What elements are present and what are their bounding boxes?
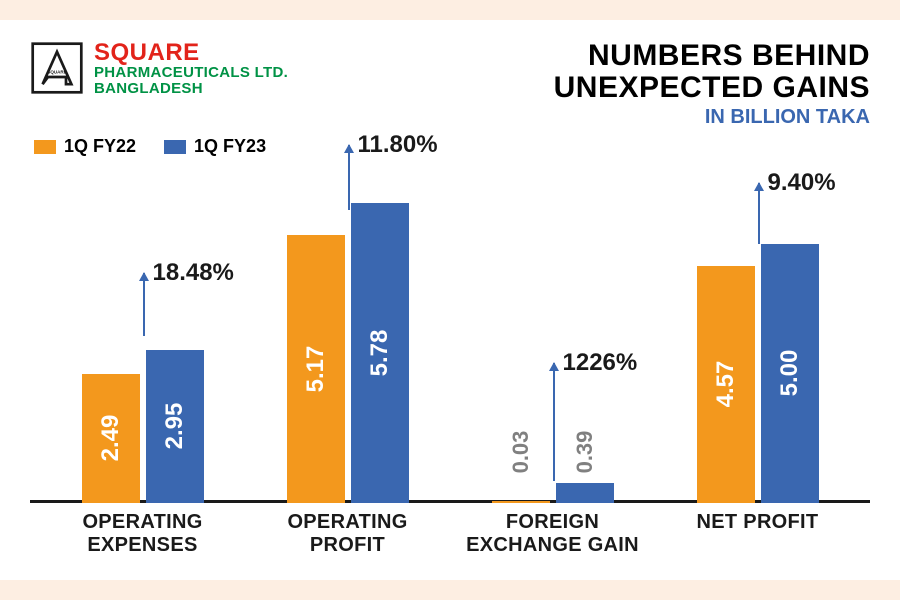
legend-label-fy22: 1Q FY22 bbox=[64, 136, 136, 157]
bar-value-fy22: 5.17 bbox=[302, 345, 330, 392]
legend-item-fy23: 1Q FY23 bbox=[164, 136, 266, 157]
bar-fy22: 4.57 bbox=[697, 266, 755, 503]
bar-chart: 2.492.9518.48%5.175.7811.80%0.030.391226… bbox=[30, 163, 870, 503]
legend-label-fy23: 1Q FY23 bbox=[194, 136, 266, 157]
bar-fy23: 5.78 bbox=[351, 203, 409, 503]
legend: 1Q FY22 1Q FY23 bbox=[34, 136, 870, 157]
bar-fy23: 5.00 bbox=[761, 244, 819, 504]
growth-pct: 1226% bbox=[563, 349, 638, 377]
swatch-fy22 bbox=[34, 140, 56, 154]
category-label: FOREIGNEXCHANGE GAIN bbox=[463, 511, 643, 557]
page: SQUARE SQUARE PHARMACEUTICALS LTD. BANGL… bbox=[0, 20, 900, 580]
title-line1: NUMBERS BEHIND bbox=[554, 40, 870, 72]
brand-text: SQUARE PHARMACEUTICALS LTD. BANGLADESH bbox=[94, 40, 288, 97]
bar-group: 5.175.7811.80% bbox=[278, 203, 418, 503]
header: SQUARE SQUARE PHARMACEUTICALS LTD. BANGL… bbox=[30, 40, 870, 128]
bar-fy23: 2.95 bbox=[146, 350, 204, 503]
growth-arrow-icon bbox=[348, 145, 350, 210]
growth-arrow-icon bbox=[758, 183, 760, 244]
logo-text: SQUARE bbox=[47, 70, 66, 75]
title-block: NUMBERS BEHIND UNEXPECTED GAINS IN BILLI… bbox=[554, 40, 870, 128]
growth-pct: 11.80% bbox=[358, 131, 438, 159]
bar-group: 4.575.009.40% bbox=[688, 244, 828, 504]
category-label: NET PROFIT bbox=[668, 511, 848, 557]
swatch-fy23 bbox=[164, 140, 186, 154]
category-labels: OPERATINGEXPENSES OPERATINGPROFIT FOREIGNE… bbox=[30, 503, 870, 557]
title-subtitle: IN BILLION TAKA bbox=[554, 107, 870, 128]
bar-value-fy22: 2.49 bbox=[97, 415, 125, 462]
category-label: OPERATINGPROFIT bbox=[258, 511, 438, 557]
growth-arrow-icon bbox=[553, 363, 555, 481]
bar-fy22: 5.17 bbox=[287, 235, 345, 503]
bar-value-fy22: 4.57 bbox=[712, 361, 740, 408]
bar-group: 2.492.9518.48% bbox=[73, 350, 213, 503]
bar-value-fy23: 2.95 bbox=[161, 403, 189, 450]
category-label: OPERATINGEXPENSES bbox=[53, 511, 233, 557]
bar-fy22: 2.49 bbox=[82, 374, 140, 503]
logo-block: SQUARE SQUARE PHARMACEUTICALS LTD. BANGL… bbox=[30, 40, 288, 97]
growth-pct: 18.48% bbox=[153, 259, 234, 287]
growth-arrow-icon bbox=[143, 273, 145, 336]
frame-top bbox=[0, 0, 900, 20]
frame-bottom bbox=[0, 580, 900, 600]
growth-pct: 9.40% bbox=[768, 169, 836, 197]
title-line2: UNEXPECTED GAINS bbox=[554, 72, 870, 104]
bar-fy22: 0.03 bbox=[492, 501, 550, 503]
bar-value-fy23: 5.78 bbox=[366, 330, 394, 377]
bar-fy23: 0.39 bbox=[556, 483, 614, 503]
brand-name: SQUARE bbox=[94, 40, 288, 65]
brand-loc: BANGLADESH bbox=[94, 81, 288, 97]
bar-value-fy23: 5.00 bbox=[776, 350, 804, 397]
legend-item-fy22: 1Q FY22 bbox=[34, 136, 136, 157]
bar-group: 0.030.391226% bbox=[483, 483, 623, 503]
square-logo-icon: SQUARE bbox=[30, 41, 84, 95]
bar-value-fy22: 0.03 bbox=[508, 431, 534, 474]
brand-sub: PHARMACEUTICALS LTD. bbox=[94, 65, 288, 81]
bar-value-fy23: 0.39 bbox=[572, 431, 598, 474]
chart-wrap: 2.492.9518.48%5.175.7811.80%0.030.391226… bbox=[30, 163, 870, 557]
